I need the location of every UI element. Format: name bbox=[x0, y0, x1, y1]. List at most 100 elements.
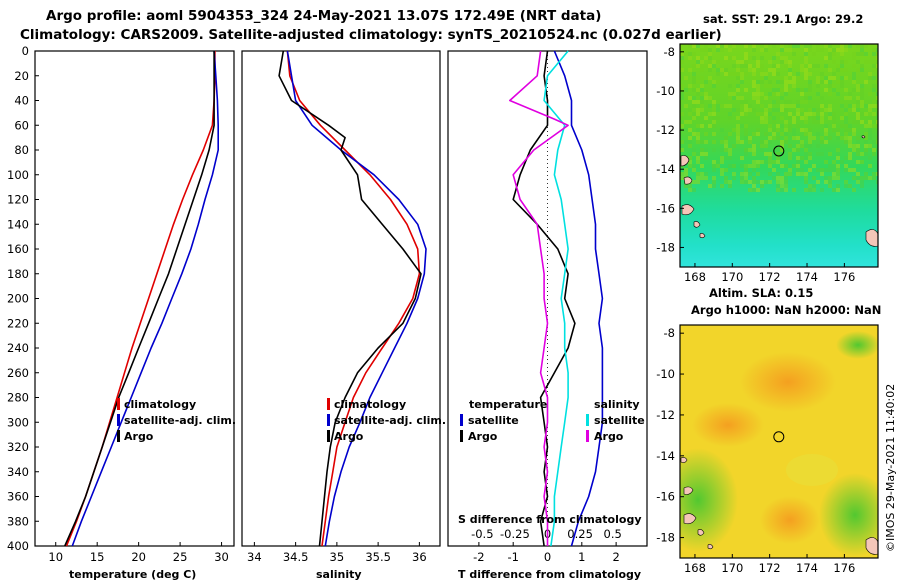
lat-tick-label: -14 bbox=[656, 449, 675, 463]
lat-tick-label: -18 bbox=[656, 531, 675, 545]
legend-label-argo: Argo bbox=[334, 430, 364, 443]
x-tick-label: 15 bbox=[90, 550, 105, 564]
imos-credit: ©IMOS 29-May-2021 11:40:02 bbox=[884, 384, 897, 552]
temperature-series bbox=[64, 50, 219, 547]
difference-panel: -2 -1 0 1 2-0.5 -0.25 0 0.25 0.5 S difference fr… bbox=[447, 50, 648, 580]
sla-lat-axis: -8 -10 -12 -14 -16 -18 bbox=[656, 326, 684, 545]
legend-swatch-climatology bbox=[117, 398, 120, 410]
sst-map-frame bbox=[679, 43, 879, 268]
x-tick-label: 1 bbox=[578, 550, 585, 564]
series-line-satellite-adj-clim- bbox=[71, 50, 219, 547]
depth-tick-label: 40 bbox=[14, 94, 29, 108]
sla-map-frame bbox=[679, 324, 879, 559]
sla-islands bbox=[680, 457, 878, 555]
legend-label-climatology: climatology bbox=[334, 398, 406, 411]
depth-tick-label: 120 bbox=[7, 193, 29, 207]
legend-swatch-climatology bbox=[327, 398, 330, 410]
legend-label-satellite: satellite-adj. clim. bbox=[124, 414, 236, 427]
lon-tick-label: 176 bbox=[833, 561, 855, 575]
depth-tick-label: 220 bbox=[7, 316, 29, 330]
figure-title-line1: Argo profile: aoml 5904353_324 24-May-20… bbox=[46, 8, 601, 24]
depth-axis: 0 20 40 60 80 100 120 140 160 180 200 220 240 260 280 3… bbox=[7, 44, 39, 553]
difference-legend-temperature: temperature satellite Argo bbox=[460, 398, 547, 443]
s-diff-tick-label: 0.5 bbox=[604, 527, 622, 541]
argo-location-marker bbox=[773, 431, 785, 443]
series-line-argo bbox=[278, 50, 422, 547]
temperature-axes-frame bbox=[34, 50, 235, 547]
sla-map-title: Altim. SLA: 0.15 bbox=[709, 286, 813, 300]
depth-tick-label: 80 bbox=[14, 143, 29, 157]
temperature-legend: climatology satellite-adj. clim. Argo bbox=[117, 398, 236, 443]
x-tick-label: -2 bbox=[473, 550, 484, 564]
depth-tick-label: 320 bbox=[7, 440, 29, 454]
legend-swatch-argo bbox=[327, 430, 330, 442]
lon-tick-label: 168 bbox=[684, 270, 706, 284]
depth-tick-label: 280 bbox=[7, 391, 29, 405]
salinity-difference-label: S difference from climatology bbox=[458, 513, 642, 526]
depth-tick-label: 360 bbox=[7, 490, 29, 504]
legend-title-temperature: temperature bbox=[469, 398, 547, 411]
x-tick-label: 25 bbox=[173, 550, 188, 564]
sla-map-panel: Altim. SLA: 0.15 Argo h1000: NaN h2000: … bbox=[656, 286, 881, 575]
difference-legend-salinity: salinity satellite Argo bbox=[586, 398, 645, 443]
lat-tick-label: -8 bbox=[664, 45, 675, 59]
salinity-legend: climatology satellite-adj. clim. Argo bbox=[327, 398, 446, 443]
depth-tick-label: 20 bbox=[14, 69, 29, 83]
legend-swatch-satellite bbox=[327, 414, 330, 426]
salinity-x-axis: 34 34.5 35 35.5 36 bbox=[247, 542, 427, 564]
lon-tick-label: 176 bbox=[833, 270, 855, 284]
x-tick-label: 2 bbox=[612, 550, 619, 564]
salinity-panel: 34 34.5 35 35.5 36 salinity climatology sate… bbox=[241, 50, 446, 580]
lat-tick-label: -16 bbox=[656, 201, 675, 215]
x-tick-label: 34 bbox=[247, 550, 262, 564]
temperature-difference-xlabel: T difference from climatology bbox=[458, 568, 641, 580]
difference-series bbox=[508, 50, 604, 547]
depth-tick-label: 400 bbox=[7, 539, 29, 553]
lat-tick-label: -12 bbox=[656, 408, 675, 422]
x-tick-label: 10 bbox=[48, 550, 63, 564]
legend-swatch-sal-satellite bbox=[586, 414, 589, 426]
x-tick-label: 34.5 bbox=[283, 550, 309, 564]
sla-map-subtitle: Argo h1000: NaN h2000: NaN bbox=[691, 303, 881, 317]
temperature-x-axis: 10 15 20 25 30 bbox=[48, 542, 229, 564]
legend-swatch-satellite bbox=[117, 414, 120, 426]
lon-tick-label: 170 bbox=[721, 561, 743, 575]
lon-tick-label: 172 bbox=[759, 270, 781, 284]
x-tick-label: -1 bbox=[507, 550, 518, 564]
x-tick-label: 0 bbox=[544, 550, 551, 564]
lat-tick-label: -16 bbox=[656, 490, 675, 504]
legend-swatch-argo bbox=[117, 430, 120, 442]
x-tick-label: 20 bbox=[131, 550, 146, 564]
depth-tick-label: 340 bbox=[7, 465, 29, 479]
series-line-argo bbox=[64, 51, 215, 547]
depth-tick-label: 60 bbox=[14, 118, 29, 132]
lat-tick-label: -12 bbox=[656, 123, 675, 137]
x-tick-label: 35.5 bbox=[365, 550, 391, 564]
legend-label-temp-satellite: satellite bbox=[468, 414, 519, 427]
depth-tick-label: 140 bbox=[7, 217, 29, 231]
lon-tick-label: 170 bbox=[721, 270, 743, 284]
sst-lat-axis: -8 -10 -12 -14 -16 -18 bbox=[656, 45, 684, 254]
depth-tick-label: 240 bbox=[7, 341, 29, 355]
series-line-satellite-adj-clim- bbox=[286, 50, 427, 547]
depth-tick-label: 300 bbox=[7, 415, 29, 429]
s-diff-tick-label: 0.25 bbox=[567, 527, 593, 541]
legend-swatch-sal-argo bbox=[586, 430, 589, 442]
depth-tick-label: 260 bbox=[7, 366, 29, 380]
lat-tick-label: -10 bbox=[656, 84, 675, 98]
series-line-temperature-satellite bbox=[553, 50, 604, 547]
x-tick-label: 35 bbox=[330, 550, 345, 564]
figure-title-line2: Climatology: CARS2009. Satellite-adjuste… bbox=[20, 27, 722, 43]
series-line-climatology bbox=[65, 51, 216, 547]
sst-pixel-field bbox=[680, 44, 878, 192]
sst-lon-axis: 168 170 172 174 176 bbox=[684, 263, 855, 284]
depth-tick-label: 160 bbox=[7, 242, 29, 256]
salinity-series bbox=[278, 50, 427, 547]
sst-islands bbox=[680, 135, 878, 247]
lat-tick-label: -8 bbox=[664, 326, 675, 340]
lon-tick-label: 174 bbox=[796, 561, 818, 575]
legend-label-climatology: climatology bbox=[124, 398, 196, 411]
lon-tick-label: 174 bbox=[796, 270, 818, 284]
series-line-salinity-argo bbox=[508, 50, 569, 546]
series-line-temperature-argo bbox=[512, 50, 576, 547]
